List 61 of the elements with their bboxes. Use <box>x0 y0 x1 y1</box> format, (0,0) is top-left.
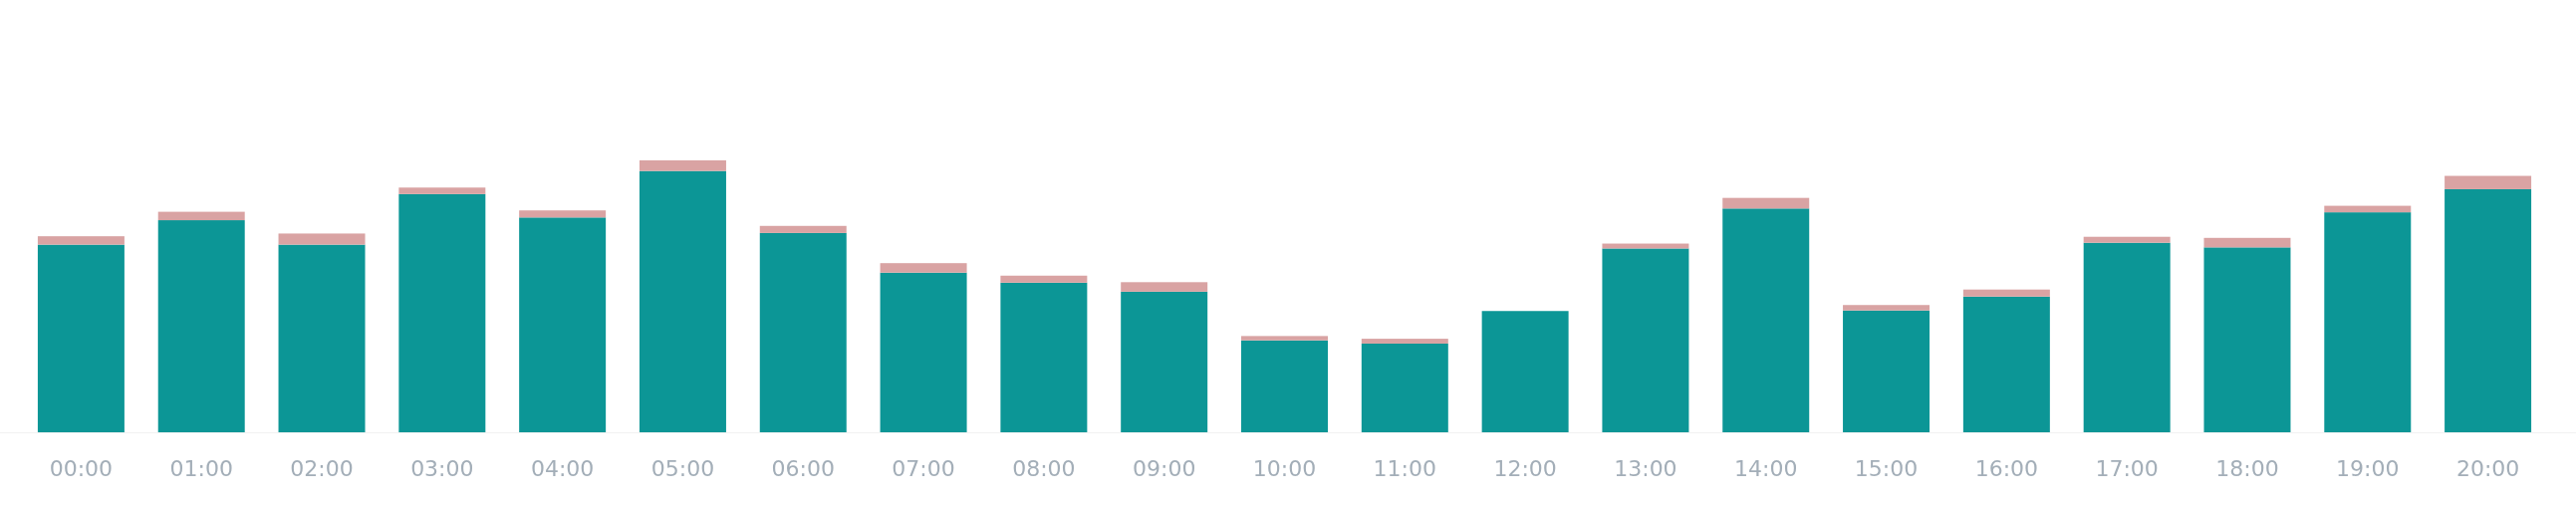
bar <box>759 232 847 432</box>
x-tick-label: 01:00 <box>169 456 233 481</box>
bar <box>1121 282 1208 292</box>
bar <box>37 244 125 432</box>
bar <box>1602 248 1689 432</box>
x-tick-label: 09:00 <box>1132 456 1196 481</box>
x-tick-label: 08:00 <box>1012 456 1076 481</box>
bar <box>278 233 366 245</box>
bar <box>639 160 726 171</box>
bar <box>1962 289 2050 297</box>
x-tick-label: 10:00 <box>1252 456 1317 481</box>
x-tick-label: 18:00 <box>2215 456 2279 481</box>
x-tick-label: 14:00 <box>1734 456 1798 481</box>
bar <box>2324 212 2412 432</box>
bar <box>157 211 245 221</box>
bar <box>880 272 967 432</box>
bar <box>1843 310 1931 432</box>
bar <box>1241 340 1328 432</box>
bar <box>2083 242 2171 432</box>
x-tick-label: 07:00 <box>892 456 955 481</box>
x-tick-label: 20:00 <box>2455 456 2520 481</box>
bar <box>1722 208 1810 432</box>
bar <box>1121 291 1208 432</box>
x-tick-label: 11:00 <box>1373 456 1437 481</box>
x-tick-label: 17:00 <box>2095 456 2159 481</box>
bar <box>1481 311 1569 432</box>
bar <box>1241 336 1328 341</box>
bar <box>1361 339 1448 344</box>
x-tick-label: 13:00 <box>1614 456 1677 481</box>
bar <box>1843 305 1931 311</box>
bar <box>398 187 486 194</box>
x-tick-label: 04:00 <box>530 456 595 481</box>
bar <box>1361 344 1448 432</box>
x-tick-label: 12:00 <box>1493 456 1557 481</box>
bar <box>2083 236 2171 243</box>
bar <box>519 210 607 218</box>
bar <box>2203 237 2291 248</box>
bar <box>639 170 726 432</box>
bar <box>759 225 847 233</box>
x-tick-label: 06:00 <box>771 456 835 481</box>
bar <box>278 244 366 432</box>
x-tick-label: 03:00 <box>410 456 474 481</box>
bar <box>1000 275 1088 283</box>
bar <box>2203 247 2291 432</box>
bar <box>1722 197 1810 209</box>
x-tick-label: 15:00 <box>1854 456 1919 481</box>
bar <box>2324 205 2412 213</box>
bar <box>1962 296 2050 432</box>
bar <box>880 263 967 273</box>
bar <box>37 236 125 245</box>
bar <box>157 220 245 432</box>
bar <box>519 217 607 432</box>
bar <box>2445 188 2532 432</box>
x-tick-label: 05:00 <box>650 456 715 481</box>
x-tick-label: 16:00 <box>1974 456 2039 481</box>
bar <box>1000 282 1088 432</box>
x-tick-label: 00:00 <box>49 456 114 481</box>
bar <box>2445 175 2532 189</box>
x-tick-label: 02:00 <box>290 456 354 481</box>
x-tick-label: 19:00 <box>2336 456 2400 481</box>
bar <box>398 193 486 432</box>
